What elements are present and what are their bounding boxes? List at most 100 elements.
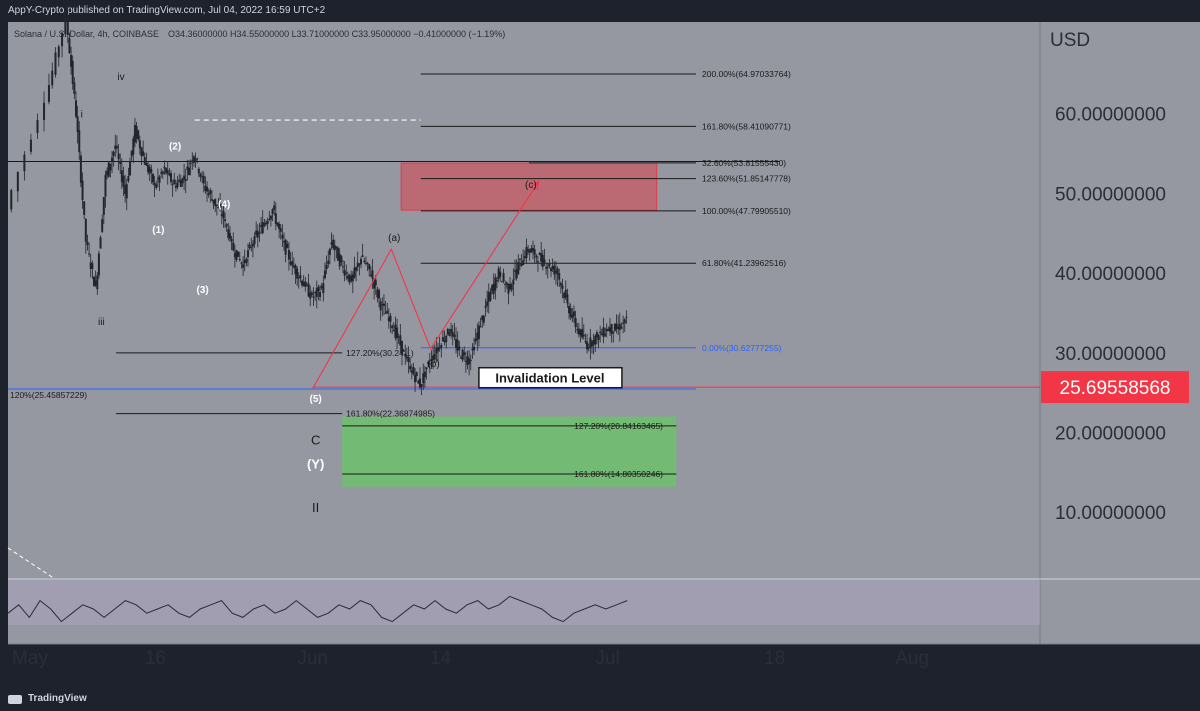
candle-body bbox=[453, 334, 456, 338]
candle-body bbox=[269, 215, 272, 220]
candle-body bbox=[441, 337, 444, 342]
candle-body bbox=[430, 359, 433, 362]
candle-body bbox=[312, 296, 315, 298]
candle-body bbox=[405, 356, 408, 359]
candle-body bbox=[477, 325, 480, 339]
candle-body bbox=[111, 157, 114, 163]
candle-body bbox=[594, 335, 597, 345]
candle-body bbox=[509, 283, 512, 289]
candle-body bbox=[191, 160, 194, 162]
candle-body bbox=[528, 249, 531, 253]
candle-body bbox=[584, 340, 587, 342]
candle-body bbox=[189, 162, 192, 165]
candle-body bbox=[569, 308, 572, 318]
candle-body bbox=[538, 253, 541, 256]
wave-label: (Y) bbox=[307, 456, 324, 471]
candle-body bbox=[384, 312, 387, 314]
candle-body bbox=[237, 251, 240, 257]
candle-body bbox=[559, 283, 562, 286]
candle-body bbox=[51, 70, 54, 86]
candle-body bbox=[307, 283, 310, 297]
candle-body bbox=[250, 247, 253, 249]
candle-body bbox=[341, 266, 344, 268]
candle-body bbox=[513, 270, 516, 272]
candle-body bbox=[186, 166, 189, 170]
fib-level-label: 161.80%(58.41090771) bbox=[702, 121, 791, 131]
candle-body bbox=[582, 334, 585, 337]
candle-body bbox=[482, 316, 485, 323]
candle-body bbox=[479, 326, 482, 328]
candle-body bbox=[94, 280, 97, 286]
candle-body bbox=[279, 228, 282, 232]
candle-body bbox=[572, 311, 575, 317]
candle-body bbox=[410, 370, 413, 373]
chart-canvas[interactable]: Solana / U.S. Dollar, 4h, COINBASE O34.3… bbox=[0, 0, 1200, 688]
oscillator-line bbox=[7, 595, 628, 623]
candle-body bbox=[148, 166, 151, 174]
candle-body bbox=[317, 286, 320, 292]
fib-level-label: 100.00%(47.79905510) bbox=[702, 206, 791, 216]
candle-body bbox=[397, 336, 400, 338]
candle-body bbox=[309, 292, 312, 299]
candle-body bbox=[505, 282, 508, 285]
candle-body bbox=[47, 85, 50, 102]
candle-body bbox=[320, 286, 323, 289]
candle-body bbox=[284, 239, 287, 255]
candle-body bbox=[448, 332, 451, 336]
candle-body bbox=[184, 179, 187, 182]
candle-body bbox=[446, 328, 449, 334]
candle-body bbox=[122, 175, 125, 187]
candle-body bbox=[276, 222, 279, 226]
time-tick-label: Aug bbox=[895, 648, 929, 669]
candle-body bbox=[617, 326, 620, 329]
candle-body bbox=[500, 281, 503, 283]
candle-body bbox=[443, 340, 446, 343]
candle-body bbox=[89, 262, 92, 269]
candle-body bbox=[268, 219, 271, 221]
candle-body bbox=[356, 262, 359, 268]
candle-body bbox=[387, 317, 390, 322]
candle-body bbox=[305, 284, 308, 286]
candle-body bbox=[328, 248, 331, 255]
candle-body bbox=[489, 291, 492, 301]
candle-body bbox=[461, 349, 464, 360]
candle-body bbox=[181, 178, 184, 184]
candle-body bbox=[315, 288, 318, 297]
candle-body bbox=[220, 214, 223, 216]
candle-body bbox=[214, 198, 217, 207]
time-tick-label: Jul bbox=[595, 648, 619, 669]
candle-body bbox=[207, 193, 210, 196]
candle-body bbox=[445, 336, 448, 343]
candle-body bbox=[412, 367, 415, 375]
wave-label: (5) bbox=[310, 394, 322, 405]
candle-body bbox=[553, 265, 556, 275]
candle-body bbox=[158, 176, 161, 183]
candle-body bbox=[466, 356, 469, 366]
candle-body bbox=[599, 331, 602, 334]
candle-body bbox=[355, 267, 358, 271]
candle-body bbox=[527, 249, 530, 252]
candle-body bbox=[592, 339, 595, 345]
symbol-legend[interactable]: Solana / U.S. Dollar, 4h, COINBASE bbox=[14, 29, 159, 39]
candle-body bbox=[473, 346, 476, 351]
candle-body bbox=[129, 161, 132, 176]
candle-body bbox=[396, 327, 399, 339]
candle-body bbox=[255, 230, 258, 235]
candle-body bbox=[192, 156, 195, 163]
candle-body bbox=[23, 154, 26, 172]
candle-body bbox=[196, 158, 199, 160]
candle-body bbox=[74, 100, 77, 117]
price-tick-label: 20.00000000 bbox=[1055, 424, 1166, 445]
candle-body bbox=[425, 367, 428, 370]
wave-label: iii bbox=[98, 317, 105, 328]
blue-level-label: 0.00%(30.62777255) bbox=[702, 343, 782, 353]
overlays-layer bbox=[7, 180, 540, 580]
candle-body bbox=[399, 335, 402, 346]
price-axis-panel bbox=[1040, 22, 1200, 644]
wave-label: II bbox=[312, 500, 319, 515]
candle-body bbox=[602, 327, 605, 337]
candle-body bbox=[530, 248, 533, 253]
price-tick-label: 50.00000000 bbox=[1055, 184, 1166, 205]
candle-body bbox=[291, 261, 294, 266]
candle-body bbox=[145, 162, 148, 166]
